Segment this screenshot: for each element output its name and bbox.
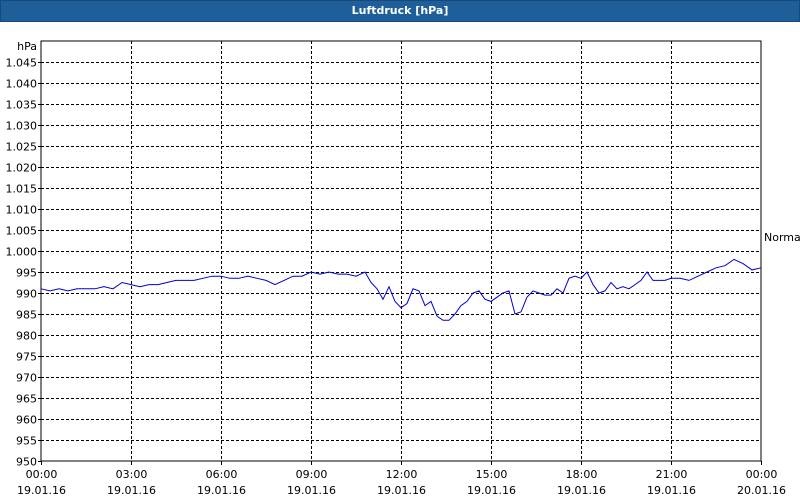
x-tick-date: 19.01.16 <box>377 484 426 497</box>
x-tick-time: 12:00 <box>386 468 418 481</box>
x-tick-date: 19.01.16 <box>647 484 696 497</box>
y-tick-label: 950 <box>16 456 37 469</box>
x-tick-time: 06:00 <box>206 468 238 481</box>
y-tick-label: 1.005 <box>6 225 38 238</box>
y-tick-label: 1.010 <box>6 204 38 217</box>
x-tick-time: 00:00 <box>26 468 58 481</box>
y-tick-label: 1.045 <box>6 57 38 70</box>
y-tick-label: 1.030 <box>6 120 38 133</box>
x-tick-time: 00:00 <box>746 468 778 481</box>
x-tick-date: 20.01.16 <box>737 484 786 497</box>
y-tick-label: 1.015 <box>6 183 38 196</box>
y-tick-label: 1.000 <box>6 246 38 259</box>
y-tick-label: 1.025 <box>6 141 38 154</box>
x-tick-time: 21:00 <box>656 468 688 481</box>
y-tick-label: 1.020 <box>6 162 38 175</box>
x-tick-time: 03:00 <box>116 468 148 481</box>
y-axis-label: hPa <box>17 40 37 53</box>
x-tick-date: 19.01.16 <box>467 484 516 497</box>
y-tick-label: 1.035 <box>6 99 38 112</box>
x-tick-date: 19.01.16 <box>107 484 156 497</box>
y-tick-label: 1.040 <box>6 78 38 91</box>
y-tick-label: 965 <box>16 393 37 406</box>
x-tick-date: 19.01.16 <box>197 484 246 497</box>
y-tick-label: 980 <box>16 330 37 343</box>
x-tick-time: 18:00 <box>566 468 598 481</box>
x-tick-date: 19.01.16 <box>287 484 336 497</box>
x-tick-date: 19.01.16 <box>557 484 606 497</box>
y-tick-label: 975 <box>16 351 37 364</box>
y-tick-label: 960 <box>16 414 37 427</box>
y-tick-label: 990 <box>16 288 37 301</box>
x-tick-time: 09:00 <box>296 468 328 481</box>
x-tick-date: 19.01.16 <box>17 484 66 497</box>
y-tick-label: 995 <box>16 267 37 280</box>
pressure-series-line <box>40 258 762 321</box>
chart-title: Luftdruck [hPa] <box>0 0 800 22</box>
y-tick-label: 970 <box>16 372 37 385</box>
y-tick-label: 985 <box>16 309 37 322</box>
x-tick-time: 15:00 <box>476 468 508 481</box>
normal-annotation: Normal <box>764 231 800 244</box>
y-tick-label: 955 <box>16 435 37 448</box>
